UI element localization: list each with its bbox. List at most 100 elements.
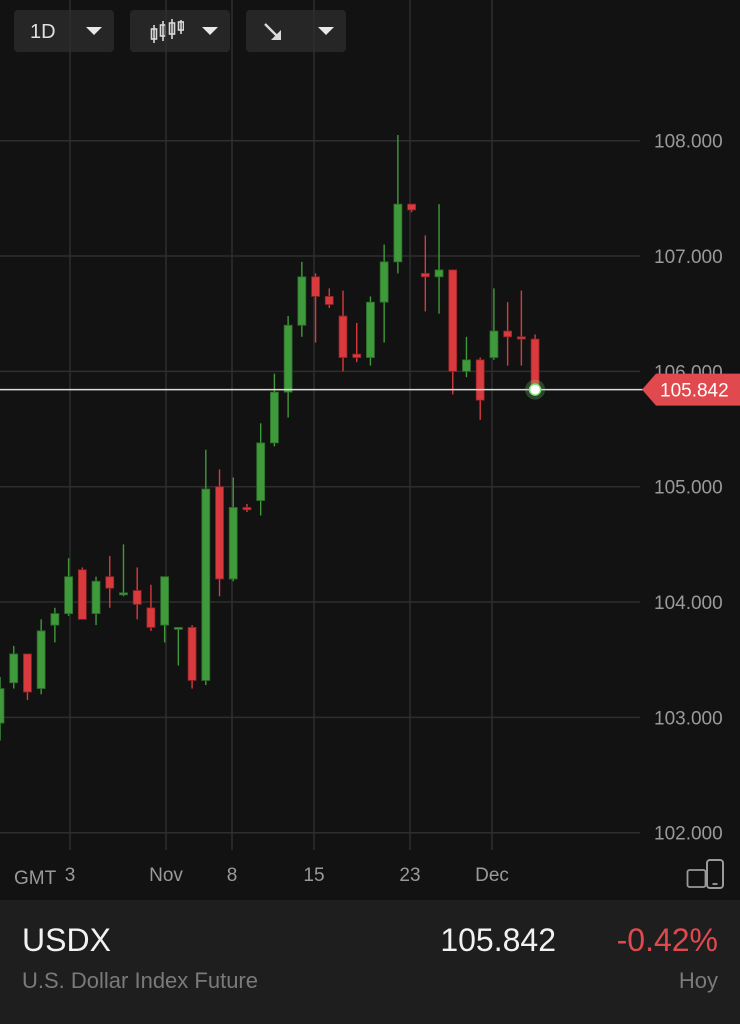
y-tick-label: 104.000 [654,593,723,614]
candle-body [420,272,430,278]
candle-bearish [352,322,362,363]
candle-bullish [201,449,211,686]
candle-bearish [215,469,224,597]
candle-bearish [338,290,348,372]
candle-body [516,336,526,340]
candle-bullish [393,134,403,274]
candle-bearish [516,290,526,366]
x-tick-label: 3 [65,865,76,886]
candle-body [393,203,403,263]
candle-body [503,330,513,338]
candle-bullish [379,244,389,343]
current-price-marker [528,383,542,396]
candle-body [119,592,128,596]
y-tick-label: 103.000 [654,708,723,729]
instrument-summary[interactable]: USDX U.S. Dollar Index Future 105.842 -0… [0,900,740,1024]
candle-body [91,580,101,614]
price-tag-label: 105.842 [660,381,729,402]
x-tick-label: 23 [399,865,420,886]
candle-bullish [91,576,101,626]
device-orientation-icon[interactable] [686,858,726,890]
candle-body [434,269,444,278]
percent-change: -0.42% [616,922,718,958]
candle-body [0,688,5,724]
candle-body [187,627,197,681]
candle-body [201,488,211,681]
candle-bullish [50,607,60,643]
candle-bullish [9,645,19,689]
chevron-down-icon [318,27,334,35]
candle-body [160,576,170,626]
candle-body [297,276,307,326]
price-tag-background [642,373,740,406]
candle-body [366,301,375,358]
x-tick-label: 15 [303,865,324,886]
chevron-down-icon [202,27,218,35]
candle-body [36,630,46,689]
change-period: Hoy [678,968,718,993]
candle-bullish [297,261,307,337]
candle-bearish [105,555,115,608]
candle-body [146,607,156,628]
candle-bearish [475,357,485,420]
candle-body [23,653,32,693]
y-tick-label: 105.000 [654,478,723,499]
candle-body [311,276,320,297]
candle-body [407,203,417,211]
chevron-down-icon [86,27,102,35]
candle-bearish [23,653,32,701]
candle-body [448,269,458,372]
candle-bullish [283,316,293,418]
candle-bullish [64,558,73,616]
candle-bearish [324,288,334,308]
candle-bearish [420,235,430,312]
candle-bullish [489,288,499,360]
candle-body [173,627,183,630]
candle-body [228,507,238,580]
y-tick-label: 102.000 [654,824,723,845]
candle-body [269,391,279,444]
interval-label: 1D [30,21,56,43]
candle-body [105,576,115,589]
chart-type-dropdown[interactable] [130,10,230,52]
candle-bearish [146,584,156,631]
candle-bullish [160,576,170,643]
candle-body [50,613,60,626]
candle-bullish [119,544,128,597]
candle-bearish [448,269,458,395]
candle-body [64,576,73,614]
candle-bearish [503,302,513,366]
candle-bearish [242,504,252,513]
candle-bullish [366,296,375,366]
instrument-name: U.S. Dollar Index Future [22,968,258,993]
candle-body [242,507,252,511]
candle-body [77,569,87,620]
y-tick-label: 108.000 [654,132,723,153]
candle-body [475,359,485,401]
candle-bearish [407,203,417,213]
candle-bullish [36,619,46,695]
candlestick-icon [150,19,184,43]
candle-bearish [311,273,320,343]
candle-body [132,590,142,605]
candle-bullish [0,677,5,741]
candle-body [283,324,293,393]
x-tick-label: Nov [149,865,183,886]
candle-bearish [132,567,142,620]
arrow-down-right-icon [264,23,281,40]
candle-bullish [434,204,444,314]
candle-bearish [77,567,87,620]
drawing-tool-dropdown[interactable] [246,10,346,52]
candle-body [352,353,362,358]
candle-body [256,442,266,501]
candle-body [489,330,499,358]
interval-dropdown[interactable]: 1D [14,10,114,52]
candle-bearish [187,625,197,689]
candle-bullish [269,373,279,447]
candle-body [9,653,19,684]
candle-bullish [173,627,183,666]
price-chart[interactable]: 102.000103.000104.000105.000106.000107.0… [0,0,740,900]
x-tick-label: Dec [475,865,509,886]
candle-body [462,359,471,372]
current-price-tag: 105.842 [642,373,740,406]
